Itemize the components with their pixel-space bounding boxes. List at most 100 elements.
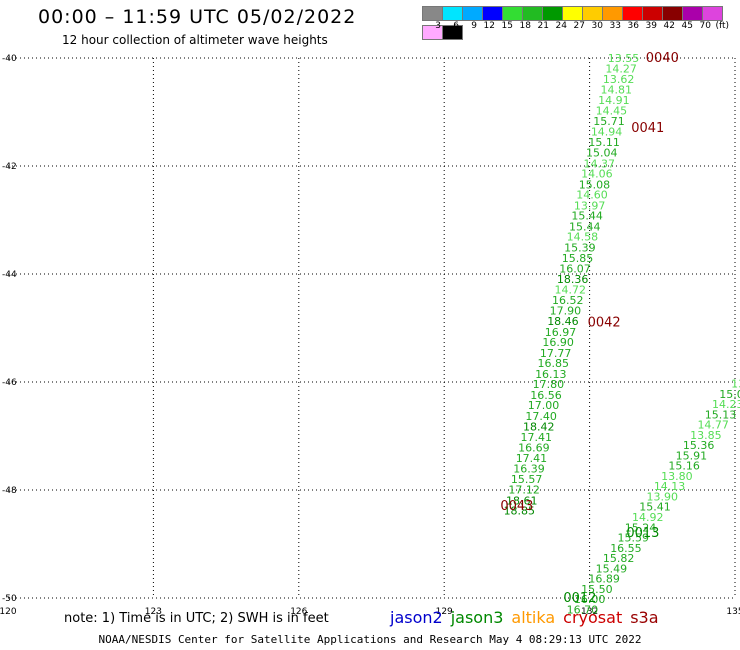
- wave-height-point: 18.42: [523, 420, 555, 433]
- wave-height-point: 14.91: [598, 94, 630, 107]
- wave-height-point: 16.90: [542, 336, 574, 349]
- satellite-legend-item: jason3: [450, 608, 504, 627]
- color-scale-label: 39: [645, 21, 657, 31]
- satellite-legend-item: altika: [511, 608, 556, 627]
- wave-height-point: 13.55: [608, 52, 640, 65]
- wave-height-point: 17.41: [516, 452, 548, 465]
- color-scale-label: 45: [681, 21, 693, 31]
- wave-height-points: 13.5514.2713.6214.8114.9114.4515.7114.94…: [504, 52, 740, 616]
- y-tick-label: -50: [2, 594, 17, 604]
- satellite-legend-item: jason2: [390, 608, 443, 627]
- y-tick-label: -42: [2, 162, 17, 172]
- wave-height-point: 14.72: [554, 284, 586, 297]
- color-scale-label: 27: [573, 21, 585, 31]
- color-scale-label: (ft): [715, 21, 729, 31]
- wave-height-point: 14.13: [654, 480, 686, 493]
- color-scale-label: 6: [453, 21, 459, 31]
- wave-height-point: 15.44: [569, 220, 601, 233]
- wave-height-point: 18.36: [557, 273, 589, 286]
- grid-lines: [8, 57, 736, 599]
- wave-height-point: 17.77: [540, 347, 572, 360]
- wave-height-point: 15.41: [639, 501, 671, 514]
- x-tick-label: 123: [145, 607, 162, 617]
- wave-height-point: 14.58: [567, 231, 599, 244]
- wave-height-point: 16.97: [545, 326, 577, 339]
- color-scale-label: 24: [555, 21, 567, 31]
- track-label: 0042: [588, 316, 621, 331]
- color-scale-label: 18: [519, 21, 531, 31]
- wave-height-point: 15.85: [562, 252, 594, 265]
- wave-height-point: 15.11: [588, 136, 620, 149]
- x-tick-label: 135: [726, 607, 740, 617]
- wave-height-point: 15.00: [719, 388, 740, 401]
- track-label: 0013: [626, 526, 659, 541]
- wave-height-point: 15.39: [564, 242, 596, 255]
- wave-height-point: 16.52: [552, 294, 584, 307]
- wave-height-point: 14.27: [605, 62, 637, 75]
- color-swatch: [702, 6, 723, 21]
- wave-height-point: 13.62: [603, 73, 635, 86]
- chart-subtitle: 12 hour collection of altimeter wave hei…: [62, 33, 328, 47]
- wave-height-point: 13.85: [690, 429, 722, 442]
- color-scale-label: 3: [435, 21, 441, 31]
- wave-height-point: 16.39: [513, 462, 545, 475]
- wave-height-point: 15.59: [617, 532, 649, 545]
- track-label: 0043: [500, 499, 533, 514]
- satellite-legend-item: cryosat: [563, 608, 623, 627]
- x-tick-label: 129: [436, 607, 453, 617]
- wave-height-point: 15.57: [511, 473, 543, 486]
- wave-height-point: 13.80: [661, 470, 693, 483]
- wave-height-point: 16.85: [538, 357, 570, 370]
- wave-height-point: 16.70: [567, 603, 599, 616]
- wave-height-point: 16.00: [574, 593, 606, 606]
- wave-height-point: 14.06: [581, 168, 613, 181]
- wave-height-point: 14.92: [632, 511, 664, 524]
- wave-height-point: 14.45: [596, 104, 628, 117]
- wave-height-point: 17.40: [525, 410, 557, 423]
- wave-height-point: 15.44: [571, 210, 603, 223]
- wave-height-point: 16.55: [610, 542, 642, 555]
- track-label: 0040: [646, 51, 679, 66]
- wave-height-point: 16.69: [518, 441, 550, 454]
- wave-height-point: 15.16: [668, 460, 700, 473]
- color-scale-label: 70: [699, 21, 711, 31]
- track-labels: 0040 0041 0042 0043 0012 0013: [500, 51, 678, 606]
- wave-height-point: 17.00: [528, 399, 560, 412]
- wave-height-point: 14.37: [584, 157, 616, 170]
- color-scale-label: 36: [627, 21, 639, 31]
- y-tick-label: -48: [2, 486, 17, 496]
- color-scale-label: 9: [471, 21, 477, 31]
- color-scale-labels: 3 6 9 12 15 18 21 24 27 30 33 36 39 42 45 70 (ft): [422, 21, 729, 31]
- wave-height-point: 17.90: [550, 305, 582, 318]
- axis-ticks: 120 123 126 129 132 135 -40 -42 -44 -46 -48 -50: [0, 54, 740, 617]
- credit-line: NOAA/NESDIS Center for Satellite Applica…: [98, 633, 642, 646]
- wave-height-point: 14.77: [697, 419, 729, 432]
- wave-height-point: 14.23: [712, 398, 740, 411]
- color-scale-label: 15: [501, 21, 513, 31]
- y-tick-label: -46: [2, 378, 17, 388]
- wave-height-point: 14.60: [576, 189, 608, 202]
- color-scale: [422, 6, 740, 44]
- footnote: note: 1) Time is in UTC; 2) SWH is in fe…: [64, 611, 329, 626]
- wave-height-point: 18.85: [504, 505, 536, 518]
- track-label: 0041: [631, 121, 664, 136]
- track-label: 0012: [563, 591, 596, 606]
- chart-title: 00:00 – 11:59 UTC 05/02/2022: [38, 6, 357, 28]
- wave-height-point: 16.13: [535, 368, 567, 381]
- wave-height-point: 17.80: [533, 378, 565, 391]
- color-scale-label: 33: [609, 21, 621, 31]
- x-tick-label: 120: [0, 607, 17, 617]
- wave-height-point: 16.56: [530, 389, 562, 402]
- wave-height-point: 13.97: [574, 199, 606, 212]
- wave-height-point: 15.08: [579, 178, 611, 191]
- wave-height-point: 17.41: [521, 431, 553, 444]
- color-swatch: [442, 25, 463, 40]
- wave-height-point: 15.04: [586, 147, 618, 160]
- wave-height-point: 15.36: [683, 439, 715, 452]
- wave-height-point: 18.46: [547, 315, 579, 328]
- wave-height-point: 16.89: [588, 573, 620, 586]
- wave-height-point: 16.07: [559, 263, 591, 276]
- wave-height-point: 13.: [731, 378, 740, 391]
- wave-height-point: 15.24: [625, 521, 657, 534]
